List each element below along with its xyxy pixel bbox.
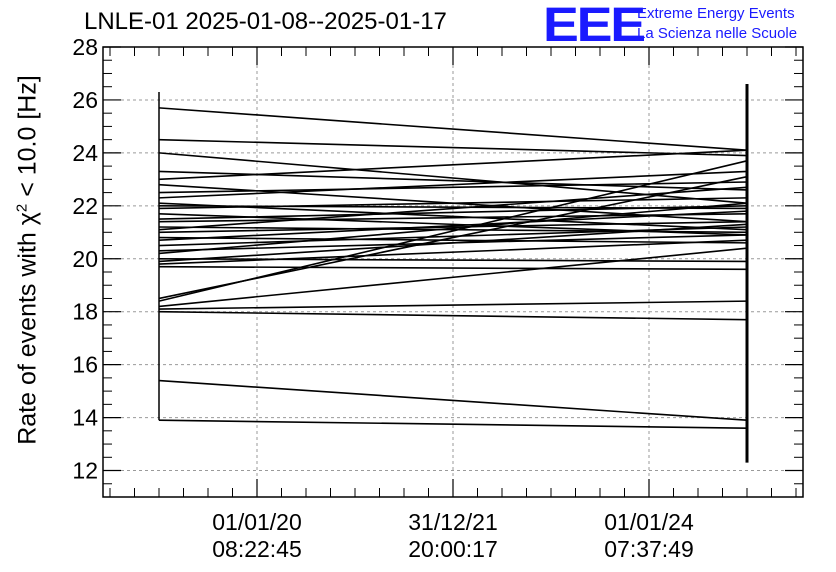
rate-segment — [158, 202, 748, 231]
rate-segment — [158, 212, 748, 223]
x-tick-label-date: 01/01/24 — [604, 509, 694, 535]
y-tick-label: 28 — [72, 34, 98, 60]
logo-line-1: Extreme Energy Events — [637, 5, 795, 22]
rate-segment — [158, 186, 748, 231]
y-tick-label: 24 — [72, 140, 98, 166]
rate-segment — [158, 239, 748, 265]
rate-segment — [158, 300, 748, 310]
rate-segment — [158, 107, 748, 152]
rate-segment — [158, 419, 748, 429]
rate-segment — [158, 310, 748, 321]
x-tick-label-time: 08:22:45 — [212, 536, 302, 562]
x-tick-label-time: 20:00:17 — [408, 536, 498, 562]
rate-segment — [158, 236, 748, 244]
rate-segment — [158, 220, 748, 234]
rate-series — [158, 84, 749, 463]
x-tick-label-date: 31/12/21 — [408, 509, 498, 535]
y-tick-label: 12 — [72, 458, 98, 484]
y-axis: 12 14 16 18 20 22 24 26 28 — [72, 34, 803, 498]
rate-segment — [158, 257, 748, 263]
y-tick-label: 22 — [72, 193, 98, 219]
rate-segment — [158, 247, 748, 308]
y-tick-label: 26 — [72, 87, 98, 113]
rate-segment — [158, 160, 748, 302]
rate-segment — [158, 197, 748, 210]
y-axis-label: Rate of events with χ2 < 10.0 [Hz] — [13, 75, 42, 445]
rate-segment — [158, 202, 748, 255]
rate-segment — [158, 379, 748, 422]
rate-segment — [158, 149, 748, 181]
y-tick-label: 18 — [72, 299, 98, 325]
eee-logo: EEE — [543, 0, 646, 52]
rate-segment — [158, 138, 748, 157]
rate-segment — [158, 210, 748, 242]
y-tick-label: 16 — [72, 352, 98, 378]
rate-segment — [158, 226, 748, 234]
rate-segment — [158, 170, 748, 199]
rate-segment — [158, 205, 748, 220]
y-tick-label: 14 — [72, 405, 98, 431]
grid-lines — [103, 47, 803, 497]
y-tick-label: 20 — [72, 246, 98, 272]
chart-title: LNLE-01 2025-01-08--2025-01-17 — [84, 8, 447, 35]
rate-segment — [158, 265, 748, 271]
x-tick-label-date: 01/01/20 — [212, 509, 302, 535]
x-tick-label-time: 07:37:49 — [604, 536, 694, 562]
logo-line-2: La Scienza nelle Scuole — [637, 25, 798, 42]
rate-segment — [158, 223, 748, 263]
